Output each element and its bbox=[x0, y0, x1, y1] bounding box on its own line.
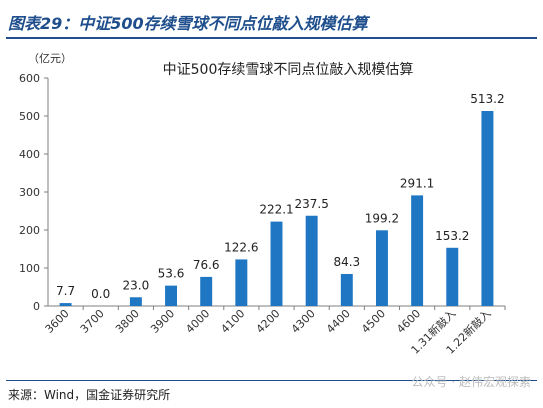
x-tick-label: 4200 bbox=[254, 307, 283, 336]
bar bbox=[59, 303, 72, 306]
y-tick-label: 300 bbox=[19, 186, 40, 199]
bar bbox=[375, 230, 388, 306]
bar bbox=[129, 297, 142, 306]
source-note: 来源：Wind，国金证券研究所 bbox=[8, 388, 171, 402]
bar-value-label: 291.1 bbox=[400, 176, 434, 190]
x-tick-label: 4600 bbox=[394, 307, 423, 336]
bar-value-label: 222.1 bbox=[259, 203, 293, 217]
bar-value-label: 513.2 bbox=[470, 92, 504, 106]
x-tick-label: 3800 bbox=[113, 307, 142, 336]
y-unit-label: （亿元） bbox=[28, 52, 72, 65]
bar bbox=[411, 195, 424, 306]
bar-value-label: 153.2 bbox=[435, 229, 469, 243]
y-tick-label: 500 bbox=[19, 110, 40, 123]
x-tick-label: 3900 bbox=[148, 307, 177, 336]
source-divider bbox=[6, 380, 537, 381]
y-tick-label: 100 bbox=[19, 262, 40, 275]
figure-title: 图表29：中证500存续雪球不同点位敲入规模估算 bbox=[8, 14, 368, 33]
bar-value-label: 84.3 bbox=[333, 255, 360, 269]
bar bbox=[200, 276, 213, 306]
bar-value-label: 237.5 bbox=[294, 197, 328, 211]
bar-chart: 中证500存续雪球不同点位敲入规模估算 （亿元） 0 100 200 300 400 50… bbox=[19, 52, 506, 357]
bar bbox=[270, 221, 283, 306]
bar-value-label: 7.7 bbox=[56, 284, 75, 298]
x-tick-label: 3700 bbox=[78, 307, 107, 336]
bar-value-label: 23.0 bbox=[123, 278, 150, 292]
bar bbox=[446, 247, 459, 306]
x-tick-label: 4000 bbox=[183, 307, 212, 336]
bar bbox=[481, 110, 494, 306]
x-tick-label: 4500 bbox=[359, 307, 388, 336]
x-tick-label: 4100 bbox=[218, 307, 247, 336]
x-tick-label: 4300 bbox=[289, 307, 318, 336]
bar bbox=[340, 273, 353, 306]
x-tick-label: 3600 bbox=[43, 307, 72, 336]
x-axis: 3600 3700 3800 3900 4000 4100 4200 4300 4400 4500… bbox=[43, 305, 506, 357]
x-tick-label: 4400 bbox=[324, 307, 353, 336]
bar bbox=[165, 285, 178, 306]
bar bbox=[305, 215, 318, 306]
bar-value-label: 0.0 bbox=[91, 287, 110, 301]
y-tick-label: 600 bbox=[19, 72, 40, 85]
y-tick-label: 200 bbox=[19, 224, 40, 237]
bars bbox=[59, 110, 494, 306]
bar-value-label: 53.6 bbox=[158, 267, 185, 281]
y-tick-label: 400 bbox=[19, 148, 40, 161]
watermark: 公众号 · 赵伟宏观探索 bbox=[411, 375, 531, 389]
y-tick-label: 0 bbox=[33, 300, 40, 313]
chart-title: 中证500存续雪球不同点位敲入规模估算 bbox=[163, 61, 414, 78]
bar-value-label: 122.6 bbox=[224, 240, 258, 254]
title-divider bbox=[6, 37, 537, 39]
bar bbox=[235, 259, 248, 306]
data-labels: 7.7 0.0 23.0 53.6 76.6 122.6 222.1 237.5 84.3 199… bbox=[56, 92, 505, 301]
y-axis: 0 100 200 300 400 500 600 bbox=[19, 72, 49, 313]
bar-value-label: 76.6 bbox=[193, 258, 220, 272]
bar-value-label: 199.2 bbox=[365, 211, 399, 225]
